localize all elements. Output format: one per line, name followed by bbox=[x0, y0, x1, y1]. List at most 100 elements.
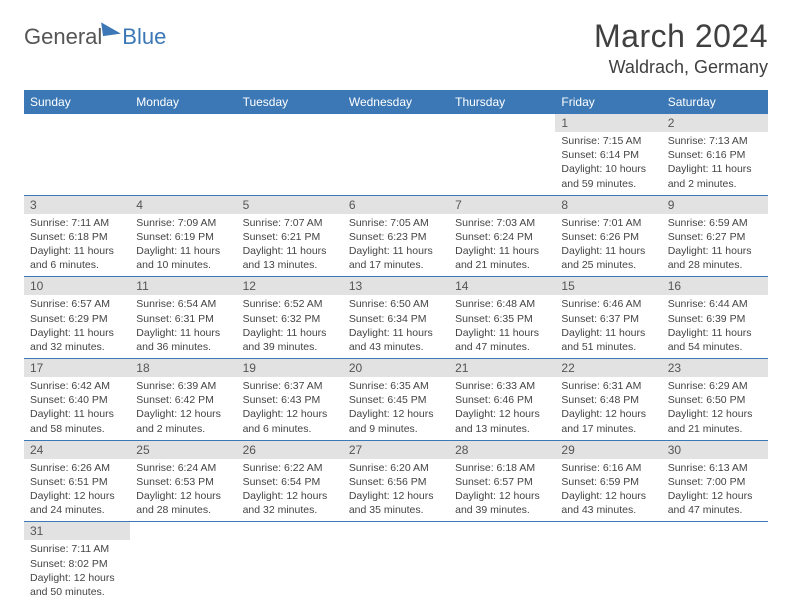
sunrise-text: Sunrise: 6:52 AM bbox=[243, 297, 337, 311]
sunset-text: Sunset: 6:34 PM bbox=[349, 312, 443, 326]
daylight-text: Daylight: 11 hours and 54 minutes. bbox=[668, 326, 762, 354]
sunrise-text: Sunrise: 6:24 AM bbox=[136, 461, 230, 475]
calendar-cell: 26Sunrise: 6:22 AMSunset: 6:54 PMDayligh… bbox=[237, 440, 343, 522]
sunset-text: Sunset: 6:16 PM bbox=[668, 148, 762, 162]
sunset-text: Sunset: 6:51 PM bbox=[30, 475, 124, 489]
daylight-text: Daylight: 11 hours and 39 minutes. bbox=[243, 326, 337, 354]
sunset-text: Sunset: 6:53 PM bbox=[136, 475, 230, 489]
calendar-row: 3Sunrise: 7:11 AMSunset: 6:18 PMDaylight… bbox=[24, 195, 768, 277]
calendar-cell bbox=[24, 114, 130, 195]
daylight-text: Daylight: 11 hours and 58 minutes. bbox=[30, 407, 124, 435]
calendar-cell bbox=[343, 114, 449, 195]
day-header: Friday bbox=[555, 90, 661, 114]
day-number: 20 bbox=[343, 359, 449, 377]
sunset-text: Sunset: 6:37 PM bbox=[561, 312, 655, 326]
daylight-text: Daylight: 12 hours and 35 minutes. bbox=[349, 489, 443, 517]
day-details: Sunrise: 6:50 AMSunset: 6:34 PMDaylight:… bbox=[343, 295, 449, 358]
sunrise-text: Sunrise: 6:18 AM bbox=[455, 461, 549, 475]
calendar-cell: 31Sunrise: 7:11 AMSunset: 8:02 PMDayligh… bbox=[24, 522, 130, 603]
day-details: Sunrise: 6:39 AMSunset: 6:42 PMDaylight:… bbox=[130, 377, 236, 440]
daylight-text: Daylight: 12 hours and 32 minutes. bbox=[243, 489, 337, 517]
sunrise-text: Sunrise: 6:42 AM bbox=[30, 379, 124, 393]
day-details: Sunrise: 6:20 AMSunset: 6:56 PMDaylight:… bbox=[343, 459, 449, 522]
calendar-cell: 16Sunrise: 6:44 AMSunset: 6:39 PMDayligh… bbox=[662, 277, 768, 359]
calendar-cell: 17Sunrise: 6:42 AMSunset: 6:40 PMDayligh… bbox=[24, 359, 130, 441]
day-details: Sunrise: 6:29 AMSunset: 6:50 PMDaylight:… bbox=[662, 377, 768, 440]
sunrise-text: Sunrise: 6:33 AM bbox=[455, 379, 549, 393]
day-details: Sunrise: 6:37 AMSunset: 6:43 PMDaylight:… bbox=[237, 377, 343, 440]
calendar-cell: 20Sunrise: 6:35 AMSunset: 6:45 PMDayligh… bbox=[343, 359, 449, 441]
sunrise-text: Sunrise: 6:44 AM bbox=[668, 297, 762, 311]
daylight-text: Daylight: 11 hours and 10 minutes. bbox=[136, 244, 230, 272]
sunset-text: Sunset: 6:26 PM bbox=[561, 230, 655, 244]
sunset-text: Sunset: 6:40 PM bbox=[30, 393, 124, 407]
day-details: Sunrise: 6:16 AMSunset: 6:59 PMDaylight:… bbox=[555, 459, 661, 522]
day-number: 4 bbox=[130, 196, 236, 214]
day-number: 9 bbox=[662, 196, 768, 214]
day-number: 6 bbox=[343, 196, 449, 214]
day-number: 14 bbox=[449, 277, 555, 295]
sunset-text: Sunset: 6:19 PM bbox=[136, 230, 230, 244]
calendar-cell: 3Sunrise: 7:11 AMSunset: 6:18 PMDaylight… bbox=[24, 195, 130, 277]
day-details: Sunrise: 7:11 AMSunset: 8:02 PMDaylight:… bbox=[24, 540, 130, 603]
day-header: Wednesday bbox=[343, 90, 449, 114]
sunset-text: Sunset: 6:27 PM bbox=[668, 230, 762, 244]
day-header: Saturday bbox=[662, 90, 768, 114]
sunrise-text: Sunrise: 6:50 AM bbox=[349, 297, 443, 311]
sunset-text: Sunset: 6:56 PM bbox=[349, 475, 443, 489]
header: General Blue March 2024 Waldrach, German… bbox=[24, 18, 768, 78]
daylight-text: Daylight: 11 hours and 47 minutes. bbox=[455, 326, 549, 354]
sunset-text: Sunset: 6:50 PM bbox=[668, 393, 762, 407]
day-number: 7 bbox=[449, 196, 555, 214]
sunrise-text: Sunrise: 6:26 AM bbox=[30, 461, 124, 475]
logo: General Blue bbox=[24, 18, 166, 50]
sunset-text: Sunset: 6:45 PM bbox=[349, 393, 443, 407]
sunrise-text: Sunrise: 6:13 AM bbox=[668, 461, 762, 475]
sunset-text: Sunset: 6:29 PM bbox=[30, 312, 124, 326]
day-number: 18 bbox=[130, 359, 236, 377]
day-number: 12 bbox=[237, 277, 343, 295]
page-title: March 2024 bbox=[594, 18, 768, 55]
day-details: Sunrise: 7:09 AMSunset: 6:19 PMDaylight:… bbox=[130, 214, 236, 277]
calendar-cell: 5Sunrise: 7:07 AMSunset: 6:21 PMDaylight… bbox=[237, 195, 343, 277]
calendar-cell: 18Sunrise: 6:39 AMSunset: 6:42 PMDayligh… bbox=[130, 359, 236, 441]
day-number: 16 bbox=[662, 277, 768, 295]
day-details: Sunrise: 6:42 AMSunset: 6:40 PMDaylight:… bbox=[24, 377, 130, 440]
sunset-text: Sunset: 6:21 PM bbox=[243, 230, 337, 244]
sunset-text: Sunset: 6:35 PM bbox=[455, 312, 549, 326]
calendar-row: 24Sunrise: 6:26 AMSunset: 6:51 PMDayligh… bbox=[24, 440, 768, 522]
sunrise-text: Sunrise: 7:11 AM bbox=[30, 216, 124, 230]
daylight-text: Daylight: 11 hours and 17 minutes. bbox=[349, 244, 443, 272]
day-number: 11 bbox=[130, 277, 236, 295]
daylight-text: Daylight: 11 hours and 25 minutes. bbox=[561, 244, 655, 272]
sunset-text: Sunset: 6:48 PM bbox=[561, 393, 655, 407]
daylight-text: Daylight: 12 hours and 39 minutes. bbox=[455, 489, 549, 517]
day-number: 25 bbox=[130, 441, 236, 459]
day-number: 29 bbox=[555, 441, 661, 459]
sunset-text: Sunset: 6:42 PM bbox=[136, 393, 230, 407]
sunset-text: Sunset: 6:32 PM bbox=[243, 312, 337, 326]
day-details: Sunrise: 6:52 AMSunset: 6:32 PMDaylight:… bbox=[237, 295, 343, 358]
location-label: Waldrach, Germany bbox=[594, 57, 768, 78]
daylight-text: Daylight: 11 hours and 13 minutes. bbox=[243, 244, 337, 272]
daylight-text: Daylight: 12 hours and 28 minutes. bbox=[136, 489, 230, 517]
day-details: Sunrise: 6:54 AMSunset: 6:31 PMDaylight:… bbox=[130, 295, 236, 358]
day-details: Sunrise: 6:57 AMSunset: 6:29 PMDaylight:… bbox=[24, 295, 130, 358]
daylight-text: Daylight: 11 hours and 21 minutes. bbox=[455, 244, 549, 272]
day-number: 2 bbox=[662, 114, 768, 132]
calendar-cell: 23Sunrise: 6:29 AMSunset: 6:50 PMDayligh… bbox=[662, 359, 768, 441]
sunrise-text: Sunrise: 7:11 AM bbox=[30, 542, 124, 556]
day-number: 23 bbox=[662, 359, 768, 377]
daylight-text: Daylight: 11 hours and 28 minutes. bbox=[668, 244, 762, 272]
calendar-cell bbox=[130, 522, 236, 603]
day-details: Sunrise: 7:15 AMSunset: 6:14 PMDaylight:… bbox=[555, 132, 661, 195]
calendar-cell bbox=[130, 114, 236, 195]
calendar-cell: 21Sunrise: 6:33 AMSunset: 6:46 PMDayligh… bbox=[449, 359, 555, 441]
sunrise-text: Sunrise: 6:22 AM bbox=[243, 461, 337, 475]
calendar-cell: 1Sunrise: 7:15 AMSunset: 6:14 PMDaylight… bbox=[555, 114, 661, 195]
sunset-text: Sunset: 6:57 PM bbox=[455, 475, 549, 489]
sunrise-text: Sunrise: 6:39 AM bbox=[136, 379, 230, 393]
calendar-cell: 13Sunrise: 6:50 AMSunset: 6:34 PMDayligh… bbox=[343, 277, 449, 359]
day-details: Sunrise: 7:03 AMSunset: 6:24 PMDaylight:… bbox=[449, 214, 555, 277]
day-number: 5 bbox=[237, 196, 343, 214]
